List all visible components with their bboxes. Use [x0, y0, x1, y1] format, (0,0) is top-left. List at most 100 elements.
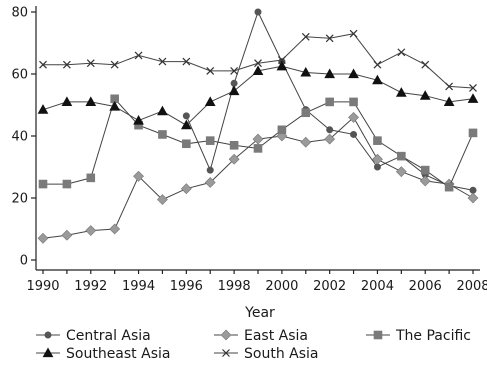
x-tick-label: 1998 [218, 279, 251, 294]
data-point-south-asia [134, 51, 143, 60]
data-point-east-asia [300, 136, 312, 148]
data-point-central-asia [373, 163, 381, 171]
data-point-southeast-asia [467, 93, 479, 103]
legend-item-east-asia: East Asia [214, 328, 308, 344]
data-point-central-asia [254, 8, 262, 16]
data-point-east-asia [109, 223, 121, 235]
data-point-the-pacific [158, 130, 167, 139]
data-point-southeast-asia [85, 96, 97, 106]
data-point-east-asia [372, 153, 383, 165]
data-point-southeast-asia [348, 68, 359, 79]
x-tick-label: 2008 [456, 279, 487, 294]
data-point-the-pacific [277, 125, 287, 135]
data-point-east-asia [419, 175, 431, 187]
data-point-east-asia [157, 194, 168, 205]
data-point-the-pacific [373, 136, 382, 145]
series-layer [37, 8, 479, 244]
data-point-east-asia [180, 183, 192, 195]
data-point-the-pacific [397, 151, 406, 161]
legend-label: Southeast Asia [66, 346, 170, 362]
data-point-south-asia [182, 57, 191, 66]
data-point-central-asia [350, 130, 358, 138]
data-point-east-asia [228, 153, 240, 165]
series-the-pacific [38, 94, 478, 192]
data-point-southeast-asia [252, 65, 264, 75]
legend-item-south-asia: South Asia [214, 346, 318, 362]
data-point-southeast-asia [180, 119, 192, 130]
data-point-southeast-asia [324, 68, 336, 79]
data-point-southeast-asia [37, 104, 49, 114]
data-point-central-asia [326, 126, 334, 134]
legend-label: The Pacific [395, 328, 471, 344]
data-point-central-asia [230, 79, 238, 87]
data-point-the-pacific [86, 173, 96, 183]
data-point-the-pacific [38, 179, 48, 189]
data-point-east-asia [324, 133, 336, 145]
data-point-south-asia [397, 48, 406, 57]
data-point-the-pacific [420, 165, 430, 175]
data-point-south-asia [62, 60, 71, 69]
data-point-the-pacific [182, 139, 191, 149]
data-point-south-asia [349, 29, 358, 38]
data-point-southeast-asia [300, 66, 312, 77]
y-tick-label: 80 [11, 6, 28, 21]
data-point-southeast-asia [228, 85, 240, 96]
legend-marker [222, 349, 230, 357]
data-point-southeast-asia [276, 60, 288, 71]
legend-marker [220, 329, 232, 341]
data-point-south-asia [206, 66, 215, 75]
x-tick-label: 1996 [170, 279, 203, 294]
data-point-east-asia [467, 192, 479, 204]
legend-item-southeast-asia: Southeast Asia [36, 346, 170, 362]
data-point-southeast-asia [61, 96, 73, 106]
data-point-east-asia [348, 111, 359, 123]
data-point-south-asia [301, 32, 310, 41]
data-point-the-pacific [205, 136, 215, 145]
x-tick-label: 1994 [122, 279, 155, 294]
data-point-southeast-asia [204, 96, 216, 106]
x-tick-label: 2006 [409, 279, 442, 294]
data-point-the-pacific [325, 97, 334, 107]
data-point-south-asia [469, 84, 477, 92]
data-point-southeast-asia [419, 90, 431, 100]
series-east-asia [37, 111, 479, 244]
x-tick-label: 2004 [361, 279, 394, 294]
data-point-south-asia [445, 82, 454, 91]
data-point-southeast-asia [157, 105, 168, 116]
y-tick-label: 0 [20, 254, 28, 269]
legend-item-the-pacific: The Pacific [366, 328, 471, 344]
series-line-southeast-asia [42, 65, 474, 126]
y-tick-label: 20 [11, 192, 28, 207]
data-point-the-pacific [62, 179, 72, 189]
legend-label: Central Asia [66, 328, 151, 344]
data-point-the-pacific [253, 144, 263, 153]
data-point-southeast-asia [133, 114, 144, 125]
data-point-southeast-asia [372, 74, 383, 85]
x-tick-label: 2000 [265, 279, 298, 294]
x-tick-label: 1990 [26, 279, 59, 294]
legend-label: South Asia [244, 346, 318, 362]
data-point-south-asia [39, 60, 47, 69]
data-point-south-asia [158, 57, 167, 66]
legend-marker [373, 330, 383, 340]
data-point-the-pacific [349, 97, 358, 107]
data-point-the-pacific [229, 141, 239, 150]
data-point-the-pacific [468, 128, 478, 138]
legend-label: East Asia [244, 328, 308, 344]
data-point-southeast-asia [109, 101, 121, 111]
x-tick-label: 2002 [313, 279, 346, 294]
data-point-south-asia [325, 34, 334, 43]
legend-marker [44, 331, 52, 339]
data-point-east-asia [204, 177, 216, 188]
axes: 0 20 40 60 80 1990 1992 1994 1996 1998 2000 2002 200… [11, 6, 487, 295]
data-point-south-asia [277, 56, 286, 64]
y-tick-label: 40 [11, 130, 28, 145]
data-point-east-asia [85, 225, 97, 236]
data-point-east-asia [37, 232, 49, 244]
series-south-asia [39, 29, 477, 92]
data-point-southeast-asia [443, 96, 455, 106]
series-southeast-asia [37, 60, 479, 130]
data-point-south-asia [373, 60, 382, 69]
data-point-east-asia [395, 166, 407, 178]
